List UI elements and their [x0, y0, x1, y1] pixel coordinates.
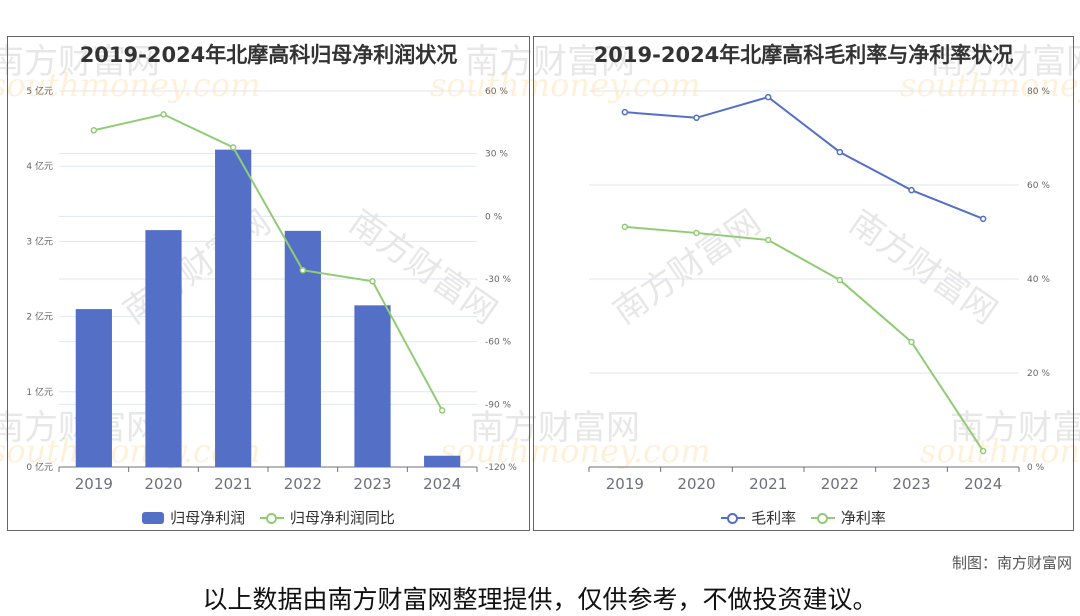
svg-text:2021: 2021 — [749, 475, 787, 493]
svg-text:0 %: 0 % — [1027, 463, 1045, 473]
svg-text:2023: 2023 — [353, 475, 391, 493]
svg-text:2020: 2020 — [144, 475, 182, 493]
chart-credit: 制图：南方财富网 — [951, 554, 1072, 572]
legend-label: 毛利率 — [751, 509, 797, 527]
svg-text:80 %: 80 % — [1027, 87, 1050, 97]
legend-label: 归母净利润 — [170, 509, 246, 527]
chart-legend: 归母净利润 归母净利润同比 — [8, 507, 529, 528]
legend-label: 归母净利润同比 — [289, 509, 395, 527]
svg-text:40 %: 40 % — [1027, 275, 1050, 285]
svg-text:60 %: 60 % — [485, 87, 508, 97]
svg-text:60 %: 60 % — [1027, 181, 1050, 191]
svg-text:1 亿元: 1 亿元 — [26, 386, 53, 398]
line-circle-swatch-icon — [810, 512, 835, 524]
chart-title: 2019-2024年北摩高科毛利率与净利率状况 — [593, 43, 1014, 67]
legend-item-net-profit[interactable]: 归母净利润 — [142, 507, 245, 528]
legend-label: 净利率 — [840, 509, 886, 527]
svg-text:-60 %: -60 % — [485, 338, 512, 348]
margin-chart-plot: 0 % 20 % 40 % 60 % 80 % 2019 2020 2021 2022 2023 2… — [588, 87, 1050, 493]
svg-text:0 %: 0 % — [485, 212, 503, 222]
svg-text:4 亿元: 4 亿元 — [26, 160, 53, 172]
chart-legend: 毛利率 净利率 — [534, 507, 1073, 528]
svg-text:2023: 2023 — [892, 475, 930, 493]
svg-text:2024: 2024 — [964, 475, 1002, 493]
disclaimer-text: 以上数据由南方财富网整理提供，仅供参考，不做投资建议。 — [202, 585, 878, 614]
net-profit-chart-plot: 0 亿元 1 亿元 2 亿元 3 亿元 4 亿元 5 亿元 -120 % -90 % -60 %… — [26, 85, 517, 493]
svg-text:0 亿元: 0 亿元 — [26, 461, 53, 473]
legend-item-net-profit-yoy[interactable]: 归母净利润同比 — [259, 507, 395, 528]
net-profit-chart-panel: 2019-2024年北摩高科归母净利润状况 0 亿元 1 亿元 2 亿元 3 亿元 4 … — [7, 36, 530, 531]
svg-text:30 %: 30 % — [485, 150, 508, 160]
svg-text:2019: 2019 — [606, 475, 644, 493]
svg-text:-120 %: -120 % — [485, 463, 517, 473]
svg-text:20 %: 20 % — [1027, 369, 1050, 379]
svg-text:2021: 2021 — [214, 475, 252, 493]
line-circle-swatch-icon — [721, 512, 746, 524]
legend-item-net-margin[interactable]: 净利率 — [810, 507, 886, 528]
bar-swatch-icon — [142, 511, 165, 524]
svg-text:2 亿元: 2 亿元 — [26, 311, 53, 323]
legend-item-gross-margin[interactable]: 毛利率 — [721, 507, 796, 528]
svg-text:2022: 2022 — [821, 475, 859, 493]
svg-text:3 亿元: 3 亿元 — [26, 235, 53, 247]
svg-text:2019: 2019 — [75, 475, 113, 493]
svg-text:-30 %: -30 % — [485, 275, 512, 285]
svg-text:2024: 2024 — [423, 475, 461, 493]
svg-text:2022: 2022 — [284, 475, 322, 493]
svg-text:-90 %: -90 % — [485, 400, 512, 410]
chart-title: 2019-2024年北摩高科归母净利润状况 — [79, 43, 458, 67]
line-circle-swatch-icon — [259, 512, 284, 524]
svg-text:2020: 2020 — [677, 475, 715, 493]
svg-text:5 亿元: 5 亿元 — [26, 85, 53, 97]
margin-chart-panel: 2019-2024年北摩高科毛利率与净利率状况 0 % 20 % 40 % 60 % 8… — [533, 36, 1074, 531]
